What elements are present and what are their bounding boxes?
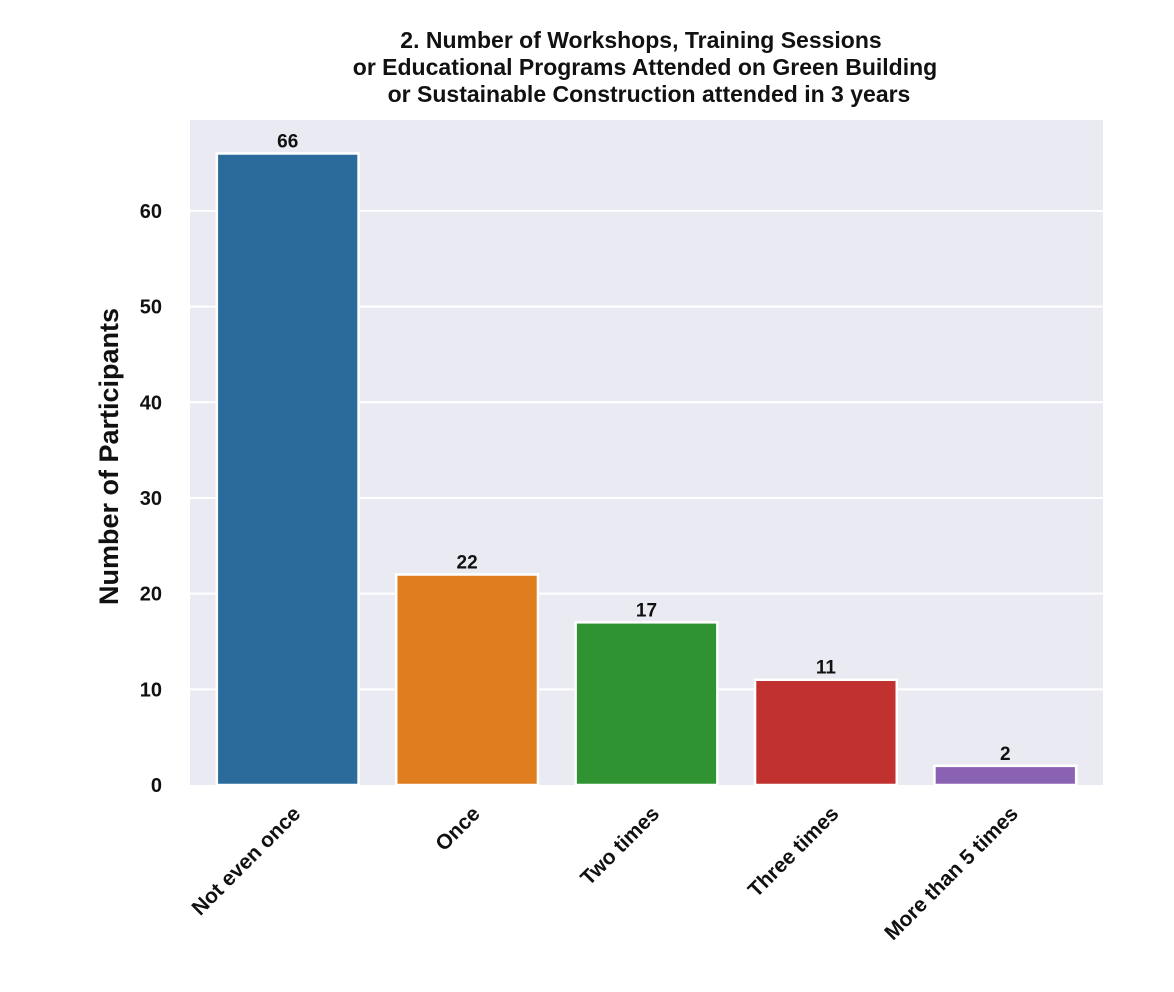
x-tick-label: Three times: [744, 802, 844, 902]
bar-two-times: [574, 621, 719, 787]
chart-title: 2. Number of Workshops, Training Session…: [353, 27, 937, 107]
data-label: 2: [1000, 744, 1011, 765]
y-tick-label: 40: [140, 392, 162, 414]
chart-title-line-2: or Educational Programs Attended on Gree…: [353, 54, 937, 80]
bar-three-times: [753, 678, 899, 787]
data-label: 17: [636, 600, 657, 621]
y-tick-label: 60: [140, 201, 162, 223]
x-axis-ticks: Not even once Once Two times Three times Mor…: [187, 802, 1022, 945]
x-tick-label: Two times: [576, 802, 664, 890]
y-tick-label: 0: [151, 775, 162, 797]
x-tick-label: More than 5 times: [880, 802, 1023, 945]
bar-once: [394, 573, 540, 787]
data-label: 11: [816, 658, 837, 679]
y-tick-label: 50: [140, 297, 162, 319]
y-tick-label: 20: [140, 584, 162, 606]
data-label: 22: [457, 552, 478, 573]
bar-not-even-once: [215, 152, 360, 787]
x-tick-label: Once: [431, 802, 484, 855]
bars: [215, 152, 1078, 787]
chart-title-line-1: 2. Number of Workshops, Training Session…: [400, 27, 881, 53]
bar-more-than-5-times: [933, 764, 1078, 787]
y-tick-label: 10: [140, 679, 162, 701]
y-axis-label: Number of Participants: [94, 308, 124, 605]
x-tick-label: Not even once: [187, 802, 305, 920]
chart-title-line-3: or Sustainable Construction attended in …: [388, 81, 911, 107]
y-axis-ticks: 0 10 20 30 40 50 60: [140, 201, 162, 797]
data-label: 66: [277, 131, 298, 152]
data-labels: 66 22 17 11 2: [277, 131, 1010, 764]
y-tick-label: 30: [140, 488, 162, 510]
